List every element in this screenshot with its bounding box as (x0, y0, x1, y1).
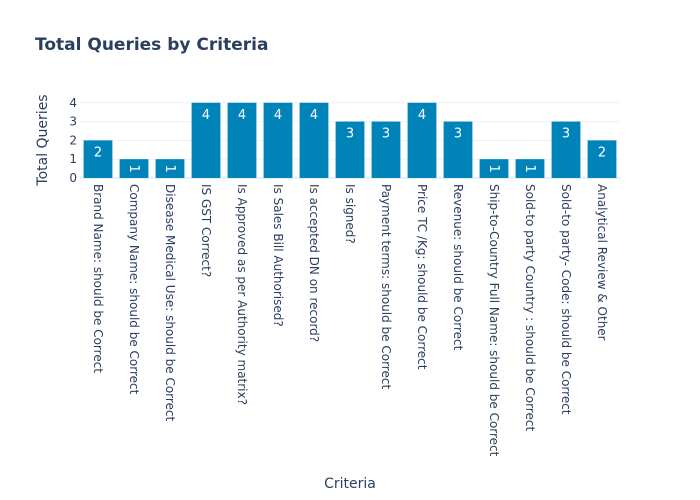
bar-value-label: 1 (162, 164, 177, 172)
bar-value-label: 4 (310, 108, 318, 123)
x-tick-label: Analytical Review & Other (595, 184, 609, 341)
chart-title: Total Queries by Criteria (35, 35, 268, 55)
bar[interactable] (227, 102, 257, 178)
x-tick-label: IS GST Correct? (199, 184, 213, 277)
x-tick-label: Is Sales Bill Authorised? (271, 184, 285, 327)
bar-value-label: 1 (522, 164, 537, 172)
x-axis-title: Criteria (324, 476, 376, 492)
x-tick-label: Sold-to party Country : should be Correc… (523, 184, 537, 431)
bar-value-label: 2 (598, 145, 606, 160)
bar-value-label: 2 (94, 145, 102, 160)
y-tick-label: 0 (69, 171, 77, 185)
x-axis-ticks: Brand Name: should be Correct Company Nam… (91, 184, 609, 457)
x-tick-label: Price TC /Kg: should be Correct (415, 184, 429, 370)
x-tick-label: Is accepted DN on record? (307, 184, 321, 342)
y-tick-label: 2 (69, 133, 77, 147)
bar[interactable] (191, 102, 221, 178)
y-tick-label: 1 (69, 152, 77, 166)
x-tick-label: Payment terms: should be Correct (379, 184, 393, 389)
bar[interactable] (371, 121, 401, 178)
x-tick-label: Revenue: should be Correct (451, 184, 465, 351)
bar[interactable] (515, 159, 545, 178)
bar[interactable] (119, 159, 149, 178)
bar[interactable] (407, 102, 437, 178)
y-axis-ticks: 0 1 2 3 4 (69, 96, 77, 185)
bar-value-label: 3 (382, 127, 390, 142)
y-tick-label: 4 (69, 96, 77, 110)
x-tick-label: Is signed? (343, 184, 357, 244)
bar[interactable] (443, 121, 473, 178)
x-tick-label: Company Name: should be Correct (127, 184, 141, 395)
bar[interactable] (299, 102, 329, 178)
y-tick-label: 3 (69, 115, 77, 129)
bar[interactable] (263, 102, 293, 178)
x-tick-label: Sold-to party- Code: should be Correct (559, 184, 573, 415)
bar-value-label: 3 (346, 127, 354, 142)
x-tick-label: Disease Medical Use: should be Correct (163, 184, 177, 422)
bar-value-label: 4 (418, 108, 426, 123)
bar-value-label: 3 (454, 127, 462, 142)
x-tick-label: Ship-to-Country Full Name: should be Cor… (487, 184, 501, 457)
bar[interactable] (155, 159, 185, 178)
bar-value-label: 4 (274, 108, 282, 123)
bar[interactable] (479, 159, 509, 178)
bar[interactable] (587, 140, 617, 178)
bars: 2 1 1 4 4 4 4 3 3 4 3 1 1 3 2 (83, 102, 617, 178)
x-tick-label: Is Approved as per Authority matrix? (235, 184, 249, 405)
x-tick-label: Brand Name: should be Correct (91, 184, 105, 373)
bar[interactable] (335, 121, 365, 178)
bar-value-label: 4 (202, 108, 210, 123)
bar-value-label: 4 (238, 108, 246, 123)
bar-value-label: 1 (126, 164, 141, 172)
bar[interactable] (83, 140, 113, 178)
bar-value-label: 3 (562, 127, 570, 142)
bar[interactable] (551, 121, 581, 178)
bar-value-label: 1 (486, 164, 501, 172)
y-axis-title: Total Queries (35, 94, 51, 186)
